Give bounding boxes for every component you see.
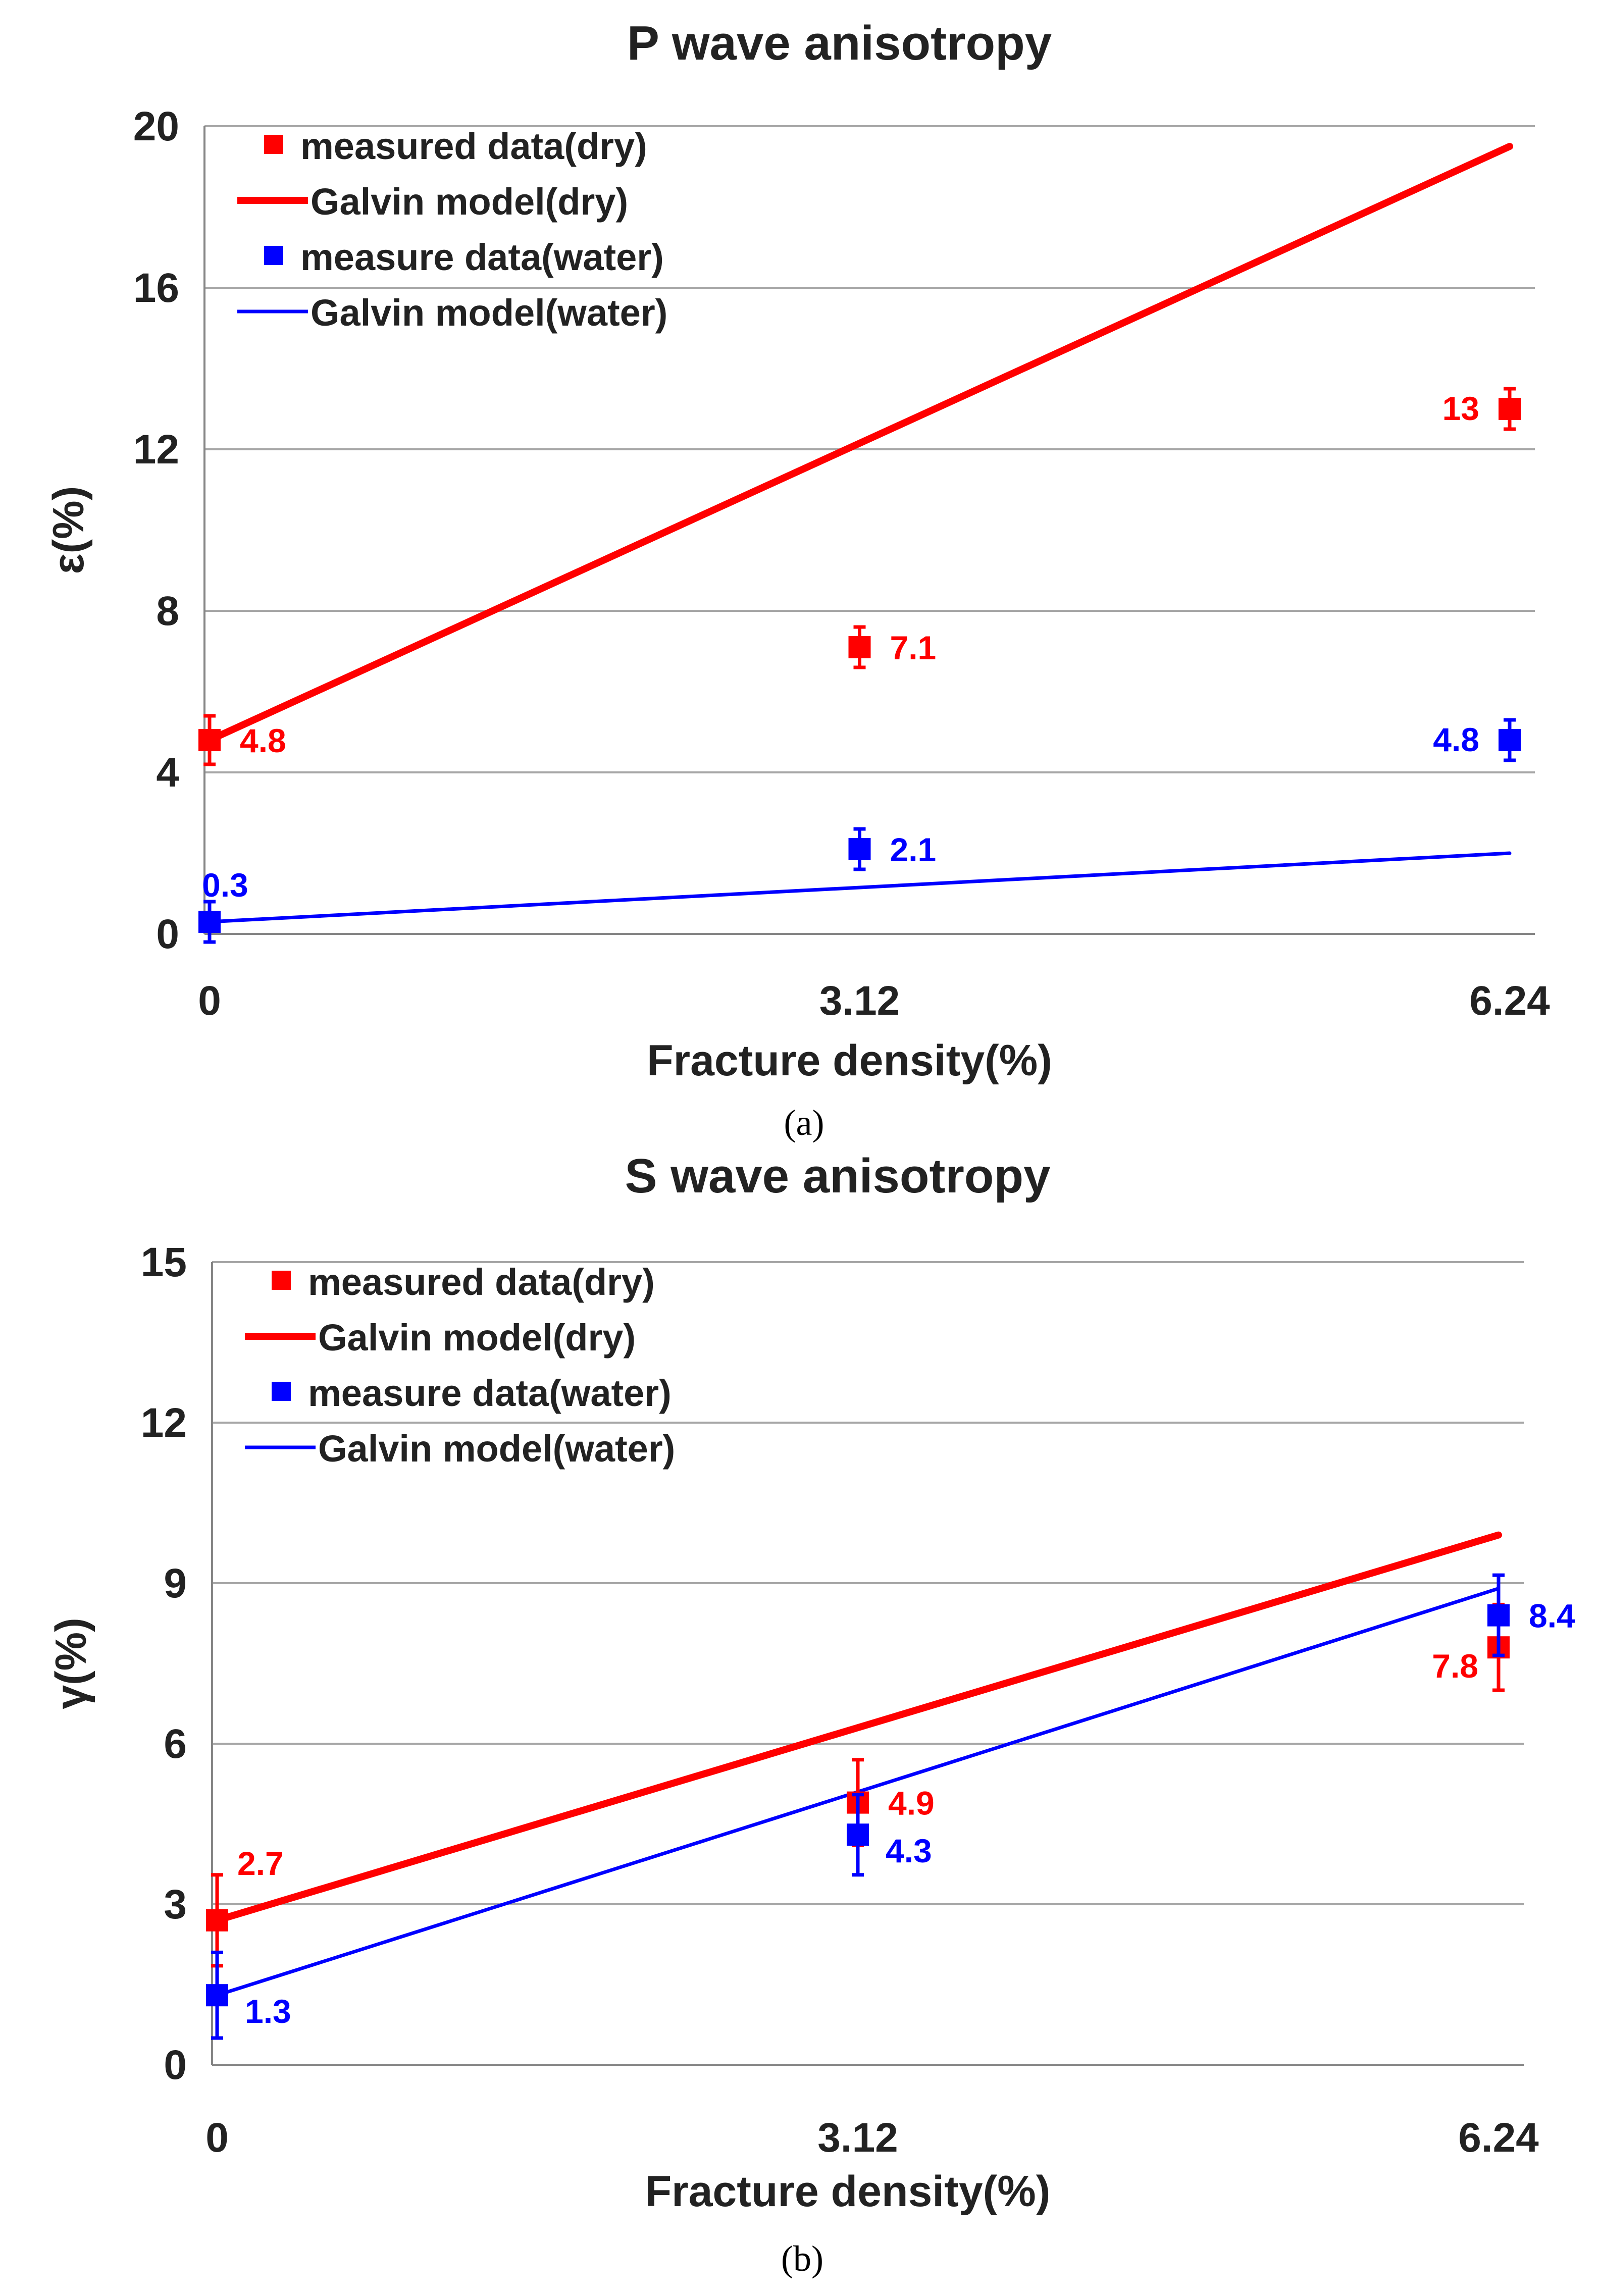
- model-line-dry: [206, 143, 1513, 744]
- x-tick-label: 3.12: [819, 978, 900, 1024]
- data-point-water: [1487, 1604, 1510, 1627]
- data-label-dry: 7.1: [890, 629, 937, 666]
- x-tick-label: 3.12: [817, 2115, 898, 2161]
- data-label-water: 4.3: [886, 1832, 932, 1869]
- panel-caption: (b): [781, 2238, 823, 2279]
- data-point-dry: [1499, 398, 1521, 420]
- y-tick-label: 0: [164, 2042, 187, 2088]
- legend-label: Galvin model(dry): [318, 1317, 636, 1359]
- data-label-water: 4.8: [1433, 721, 1479, 758]
- data-label-dry: 13: [1442, 390, 1479, 427]
- legend-label: Galvin model(dry): [311, 181, 628, 223]
- legend-swatch-marker-water: [272, 1382, 291, 1401]
- legend-label: measure data(water): [308, 1372, 672, 1414]
- x-axis-label: Fracture density(%): [647, 1036, 1052, 1085]
- legend-swatch-marker-dry: [272, 1271, 291, 1290]
- chart-panel-s-wave: S wave anisotropy 0 3 6 9 12 15 0 3.12 6.24 Fractu…: [47, 1149, 1575, 2279]
- x-tick-label: 6.24: [1469, 978, 1550, 1024]
- y-axis-label: ε(%): [44, 486, 93, 575]
- chart-title: S wave anisotropy: [625, 1149, 1051, 1203]
- y-tick-label: 12: [141, 1400, 187, 1446]
- data-point-water: [198, 911, 221, 933]
- data-label-water: 2.1: [890, 831, 937, 868]
- legend-label: measure data(water): [300, 236, 664, 278]
- model-line-water: [208, 851, 1512, 924]
- data-point-water: [847, 1823, 869, 1846]
- data-label-water: 1.3: [245, 1993, 291, 2030]
- data-point-water: [206, 1984, 228, 2007]
- legend-label: Galvin model(water): [318, 1428, 675, 1470]
- model-line-dry: [214, 1531, 1502, 1924]
- chart-title: P wave anisotropy: [627, 16, 1052, 70]
- x-tick-label: 0: [198, 978, 221, 1024]
- y-tick-label: 9: [164, 1560, 187, 1606]
- data-label-dry: 4.8: [240, 722, 286, 759]
- data-point-water: [1499, 729, 1521, 751]
- data-point-water: [848, 838, 871, 860]
- y-axis-label: γ(%): [47, 1617, 95, 1709]
- data-point-dry: [848, 636, 871, 658]
- data-point-dry: [206, 1909, 228, 1932]
- x-tick-label: 0: [205, 2115, 229, 2161]
- y-tick-label: 20: [133, 103, 179, 149]
- data-label-water: 8.4: [1529, 1597, 1575, 1635]
- data-label-dry: 7.8: [1432, 1647, 1478, 1685]
- y-tick-label: 4: [156, 750, 179, 796]
- y-tick-label: 12: [133, 427, 179, 473]
- data-label-dry: 2.7: [237, 1845, 284, 1882]
- y-tick-label: 16: [133, 265, 179, 311]
- panel-caption: (a): [784, 1103, 824, 1143]
- data-label-water: 0.3: [202, 866, 248, 904]
- x-tick-label: 6.24: [1458, 2115, 1539, 2161]
- data-point-dry: [198, 729, 221, 751]
- y-tick-label: 6: [164, 1721, 187, 1767]
- legend-label: Galvin model(water): [311, 292, 667, 334]
- y-tick-label: 0: [156, 911, 179, 957]
- legend-swatch-marker-dry: [264, 135, 283, 154]
- legend-swatch-marker-water: [264, 246, 283, 265]
- legend-label: measured data(dry): [308, 1261, 655, 1303]
- chart-panel-p-wave: P wave anisotropy 0 4 8 12 16 20 0 3.12 6.24 Fract…: [44, 16, 1550, 1143]
- y-tick-label: 15: [141, 1239, 187, 1285]
- y-tick-label: 3: [164, 1882, 187, 1927]
- y-tick-label: 8: [156, 588, 179, 634]
- data-label-dry: 4.9: [888, 1785, 935, 1822]
- x-axis-label: Fracture density(%): [645, 2167, 1051, 2216]
- legend-label: measured data(dry): [300, 125, 647, 167]
